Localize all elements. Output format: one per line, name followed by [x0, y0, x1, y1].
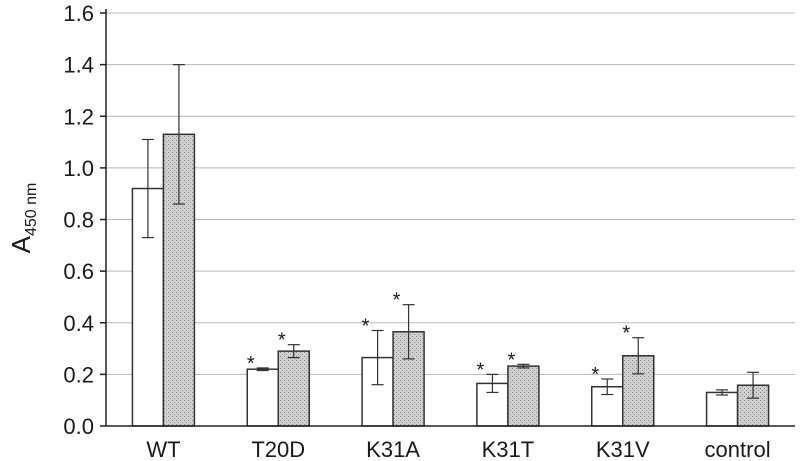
- bar: [246, 368, 279, 427]
- y-axis-label-subscript: 450 nm: [23, 183, 40, 236]
- y-tick-label: 0.8: [63, 208, 94, 233]
- significance-marker: *: [393, 290, 401, 312]
- y-tick-label: 1.4: [63, 53, 94, 78]
- y-tick-label: 1.0: [63, 156, 94, 181]
- x-category-label: K31V: [596, 437, 650, 461]
- significance-marker: *: [362, 315, 370, 337]
- gridlines: [106, 12, 795, 375]
- y-tick-label: 0.2: [63, 362, 94, 387]
- significance-marker: *: [247, 353, 255, 375]
- x-category-label: K31A: [366, 437, 420, 461]
- x-category-label: control: [705, 437, 771, 461]
- x-category-label: K31T: [482, 437, 535, 461]
- y-axis-label-main: A: [6, 235, 36, 253]
- x-category-label: T20D: [251, 437, 305, 461]
- bars: [131, 64, 770, 427]
- y-tick-label: 0.4: [63, 311, 94, 336]
- axes: [100, 9, 795, 427]
- bar: [507, 365, 540, 427]
- significance-marker: *: [622, 323, 630, 345]
- x-category-label: WT: [146, 437, 180, 461]
- significance-marker: *: [278, 330, 286, 352]
- y-tick-label: 1.6: [63, 1, 94, 26]
- y-tick-label: 0.0: [63, 414, 94, 439]
- significance-marker: *: [477, 359, 485, 381]
- significance-marker: *: [591, 364, 599, 386]
- bar: [277, 350, 310, 427]
- y-axis-label: A450 nm: [6, 183, 40, 254]
- y-tick-label: 1.2: [63, 104, 94, 129]
- labels: 0.0 0.2 0.4 0.6 0.8 1.0 1.2 1.4 1.6 WT * * T20D * * K31…: [63, 1, 770, 461]
- significance-marker: *: [508, 349, 516, 371]
- y-tick-label: 0.6: [63, 259, 94, 284]
- bar: [705, 391, 739, 427]
